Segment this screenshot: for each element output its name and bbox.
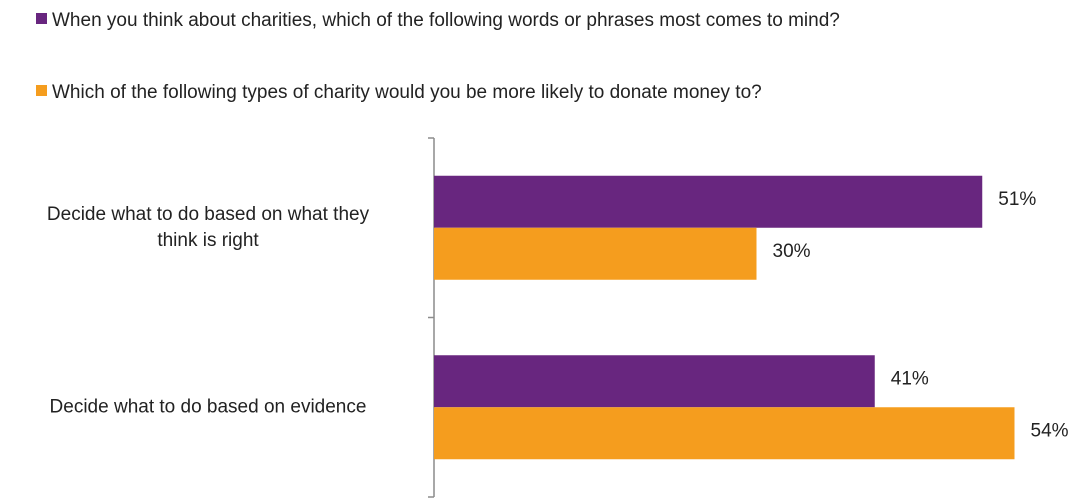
legend-label-series-2: Which of the following types of charity … — [52, 82, 762, 103]
value-labels: 51% 30% 41% 54% — [773, 189, 1069, 442]
value-label: 41% — [891, 368, 929, 389]
bar-2-cat-2 — [434, 407, 1015, 460]
legend-item-series-1: When you think about charities, which of… — [36, 10, 840, 31]
legend-swatch-series-2 — [36, 85, 47, 96]
value-label: 54% — [1031, 420, 1069, 441]
value-label: 51% — [998, 189, 1036, 210]
value-label: 30% — [773, 241, 811, 262]
legend-swatch-series-1 — [36, 13, 47, 24]
legend: When you think about charities, which of… — [36, 10, 840, 103]
category-label: Decide what to do based on what they — [47, 204, 370, 225]
category-axis — [428, 137, 435, 498]
category-label: Decide what to do based on evidence — [50, 396, 367, 417]
legend-item-series-2: Which of the following types of charity … — [36, 82, 762, 103]
bar-1-cat-2 — [434, 355, 875, 408]
category-labels: Decide what to do based on what they thin… — [47, 204, 370, 418]
bars — [434, 175, 1015, 460]
legend-label-series-1: When you think about charities, which of… — [52, 10, 840, 31]
bar-2-cat-1 — [434, 227, 757, 280]
bar-1-cat-1 — [434, 175, 983, 228]
category-label: think is right — [157, 230, 259, 251]
